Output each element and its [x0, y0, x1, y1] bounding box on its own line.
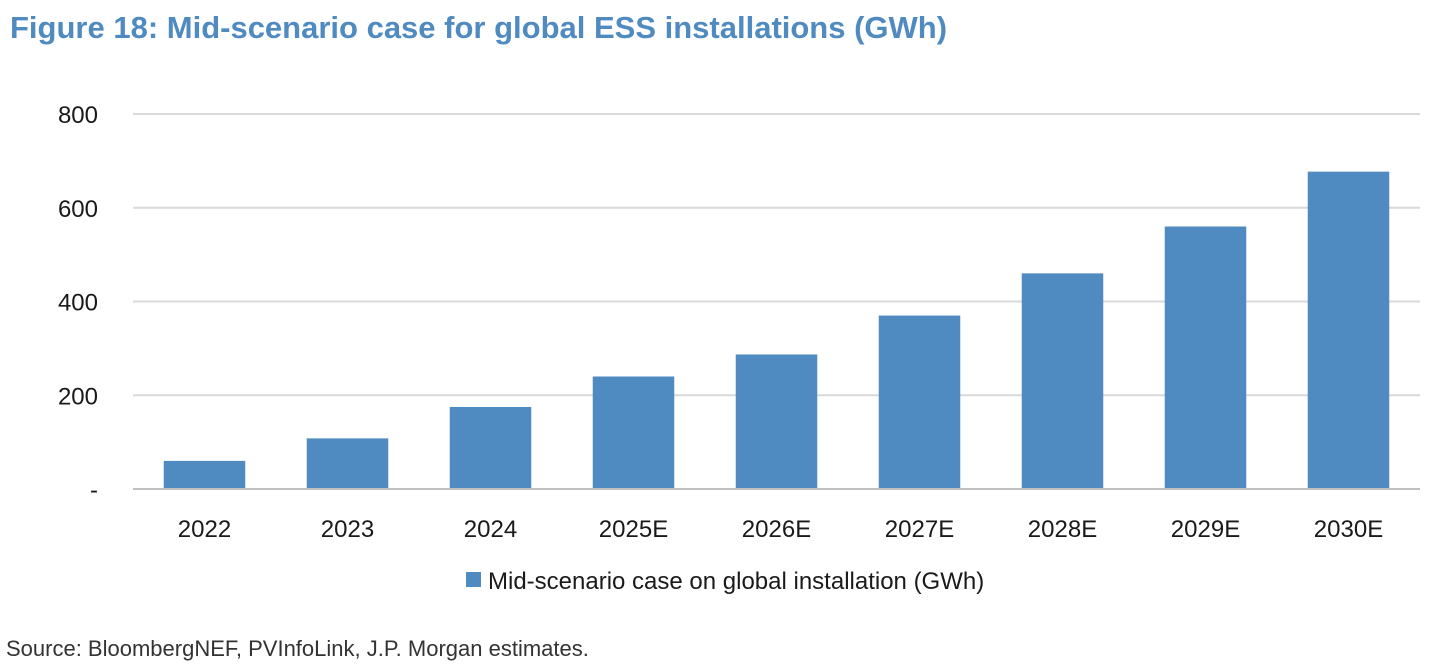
- x-axis-ticks: 2022 2023 2024 2025E 2026E 2027E 2028E 2029E 203…: [178, 516, 1383, 543]
- y-axis-ticks: - 200 400 600 800: [58, 102, 98, 504]
- x-tick-label: 2023: [321, 516, 374, 543]
- bar-2030E: [1307, 171, 1390, 489]
- x-tick-label: 2022: [178, 516, 231, 543]
- y-tick-label: 200: [58, 383, 98, 410]
- x-tick-label: 2028E: [1028, 516, 1097, 543]
- y-tick-label: 800: [58, 102, 98, 129]
- bars: [163, 171, 1390, 489]
- bar-2025E: [592, 376, 675, 489]
- x-tick-label: 2029E: [1171, 516, 1240, 543]
- bar-2023: [306, 438, 389, 489]
- bar-chart: - 200 400 600 800 2022 2023 2024 2025E 2026E 2027…: [58, 102, 1420, 595]
- y-tick-label: 400: [58, 290, 98, 317]
- bar-2027E: [878, 315, 961, 489]
- bar-2026E: [735, 354, 818, 489]
- bar-2028E: [1021, 273, 1104, 489]
- x-tick-label: 2025E: [599, 516, 668, 543]
- source-note: Source: BloombergNEF, PVInfoLink, J.P. M…: [6, 636, 589, 661]
- y-tick-label: -: [90, 477, 98, 504]
- bar-2024: [449, 406, 532, 489]
- x-tick-label: 2030E: [1314, 516, 1383, 543]
- x-tick-label: 2024: [464, 516, 517, 543]
- bar-2022: [163, 460, 246, 489]
- legend-label: Mid-scenario case on global installation…: [488, 568, 984, 595]
- y-tick-label: 600: [58, 196, 98, 223]
- x-tick-label: 2027E: [885, 516, 954, 543]
- legend: Mid-scenario case on global installation…: [466, 568, 984, 595]
- chart-title: Figure 18: Mid-scenario case for global …: [10, 10, 948, 45]
- x-tick-label: 2026E: [742, 516, 811, 543]
- bar-2029E: [1164, 226, 1247, 489]
- legend-swatch: [466, 572, 481, 587]
